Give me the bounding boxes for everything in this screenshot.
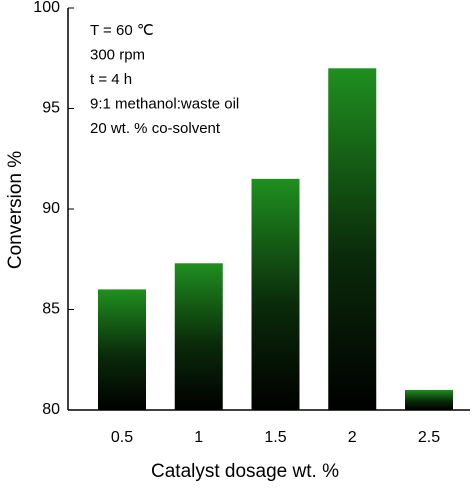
annotation: 300 rpm	[90, 46, 145, 63]
bar	[251, 178, 300, 410]
x-tick-label: 1.5	[264, 429, 286, 446]
annotation: 20 wt. % co-solvent	[90, 120, 221, 137]
y-tick-label: 95	[42, 100, 60, 117]
x-axis-label: Catalyst dosage wt. %	[151, 461, 339, 482]
y-tick-label: 100	[33, 0, 60, 16]
annotation: t = 4 h	[90, 71, 132, 88]
bar	[405, 389, 453, 410]
x-tick-label: 1	[194, 429, 203, 446]
annotation: T = 60 ℃	[90, 22, 154, 39]
y-tick-label: 90	[42, 200, 60, 217]
bar	[328, 68, 377, 411]
x-tick-label: 2.5	[418, 429, 440, 446]
annotation: 9:1 methanol:waste oil	[90, 95, 239, 112]
y-tick-label: 85	[42, 301, 60, 318]
bar	[98, 289, 146, 410]
x-tick-label: 0.5	[111, 429, 133, 446]
x-tick-label: 2	[348, 429, 357, 446]
y-tick-label: 80	[42, 401, 60, 418]
bar	[174, 263, 223, 410]
y-axis-label: Conversion %	[5, 151, 26, 269]
